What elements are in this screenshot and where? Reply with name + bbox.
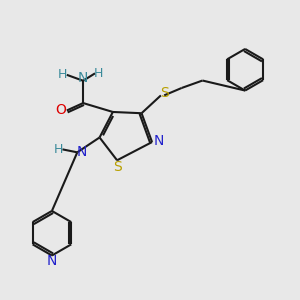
Text: H: H [94,67,104,80]
Text: N: N [47,254,57,268]
Text: S: S [160,86,169,100]
Text: H: H [58,68,68,81]
Text: N: N [78,71,88,85]
Text: H: H [54,143,63,156]
Text: S: S [113,160,122,174]
Text: N: N [153,134,164,148]
Text: O: O [56,103,66,118]
Text: N: N [76,145,87,159]
